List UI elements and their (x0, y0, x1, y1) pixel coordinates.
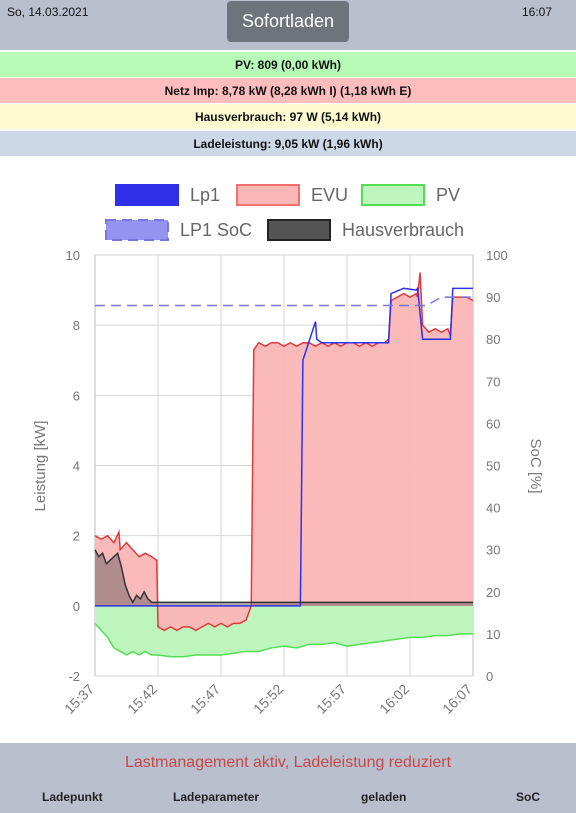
y2-tick-label: 60 (486, 416, 500, 431)
power-chart: Lp1 EVU PV LP1 SoC Hausverbrauch -2 0 2 4 6 8… (32, 184, 544, 717)
lp1-soc-line (95, 296, 473, 307)
chart-areas (95, 272, 473, 657)
chart-legend: Lp1 EVU PV LP1 SoC Hausverbrauch (105, 184, 464, 241)
x-tick-label: 16:07 (439, 681, 475, 717)
y-axis-label: Leistung [kW] (32, 421, 49, 512)
time-label: 16:07 (521, 5, 552, 19)
legend-hausverbrauch[interactable]: Hausverbrauch (267, 219, 464, 241)
hausverbrauch-line (94, 549, 473, 604)
date-label: So, 14.03.2021 (7, 5, 89, 19)
y2-tick-label: 70 (486, 374, 500, 389)
top-bar: So, 14.03.2021 Sofortladen 16:07 (0, 0, 576, 50)
y-tick-label: -2 (68, 669, 80, 684)
column-ladeparameter: Ladeparameter (173, 790, 260, 804)
chart-lines (94, 272, 474, 658)
legend-lp1-label: Lp1 (190, 185, 220, 205)
x-tick-label: 15:42 (124, 681, 160, 717)
charging-power-status: Ladeleistung: 9,05 kW (1,96 kWh) (0, 131, 576, 156)
evu-area (95, 272, 473, 631)
y2-tick-label: 20 (486, 585, 500, 600)
legend-soc[interactable]: LP1 SoC (105, 219, 252, 241)
y2-tick-label: 40 (486, 501, 500, 516)
y2-tick-label: 90 (486, 290, 500, 305)
legend-soc-label: LP1 SoC (180, 220, 252, 240)
legend-pv[interactable]: PV (361, 184, 460, 206)
y2-tick-label: 80 (486, 332, 500, 347)
pv-status: PV: 809 (0,00 kWh) (0, 52, 576, 77)
legend-pv-label: PV (436, 185, 460, 205)
column-soc: SoC (516, 790, 540, 804)
bottom-panel: Lastmanagement aktiv, Ladeleistung reduz… (0, 743, 576, 813)
y2-tick-label: 50 (486, 459, 500, 474)
grid-import-status: Netz Imp: 8,78 kW (8,28 kWh I) (1,18 kWh… (0, 78, 576, 103)
column-ladepunkt: Ladepunkt (42, 790, 103, 804)
x-tick-label: 15:37 (61, 681, 97, 717)
x-tick-label: 15:47 (187, 681, 223, 717)
legend-evu[interactable]: EVU (236, 184, 348, 206)
y-tick-label: 6 (73, 388, 80, 403)
column-geladen: geladen (361, 790, 407, 804)
y2-tick-label: 100 (486, 248, 508, 263)
house-consumption-status: Hausverbrauch: 97 W (5,14 kWh) (0, 104, 576, 129)
legend-hausverbrauch-label: Hausverbrauch (342, 220, 464, 240)
load-management-message: Lastmanagement aktiv, Ladeleistung reduz… (124, 754, 452, 771)
y-tick-label: 10 (66, 248, 80, 263)
pv-line (94, 622, 473, 658)
y2-tick-label: 30 (486, 543, 500, 558)
x-tick-label: 15:57 (313, 681, 349, 717)
y-tick-label: 8 (73, 318, 80, 333)
y2-tick-label: 10 (486, 627, 500, 642)
y2-tick-label: 0 (486, 669, 493, 684)
charge-mode-button[interactable]: Sofortladen (227, 1, 349, 42)
x-tick-label: 16:02 (376, 681, 412, 717)
y-tick-label: 0 (73, 599, 80, 614)
evu-line (94, 272, 474, 632)
legend-lp1[interactable]: Lp1 (115, 184, 220, 206)
legend-evu-label: EVU (311, 185, 348, 205)
y-tick-label: 2 (73, 529, 80, 544)
y-tick-label: 4 (73, 459, 80, 474)
x-tick-label: 15:52 (250, 681, 286, 717)
y2-axis-label: SoC [%] (527, 438, 544, 493)
